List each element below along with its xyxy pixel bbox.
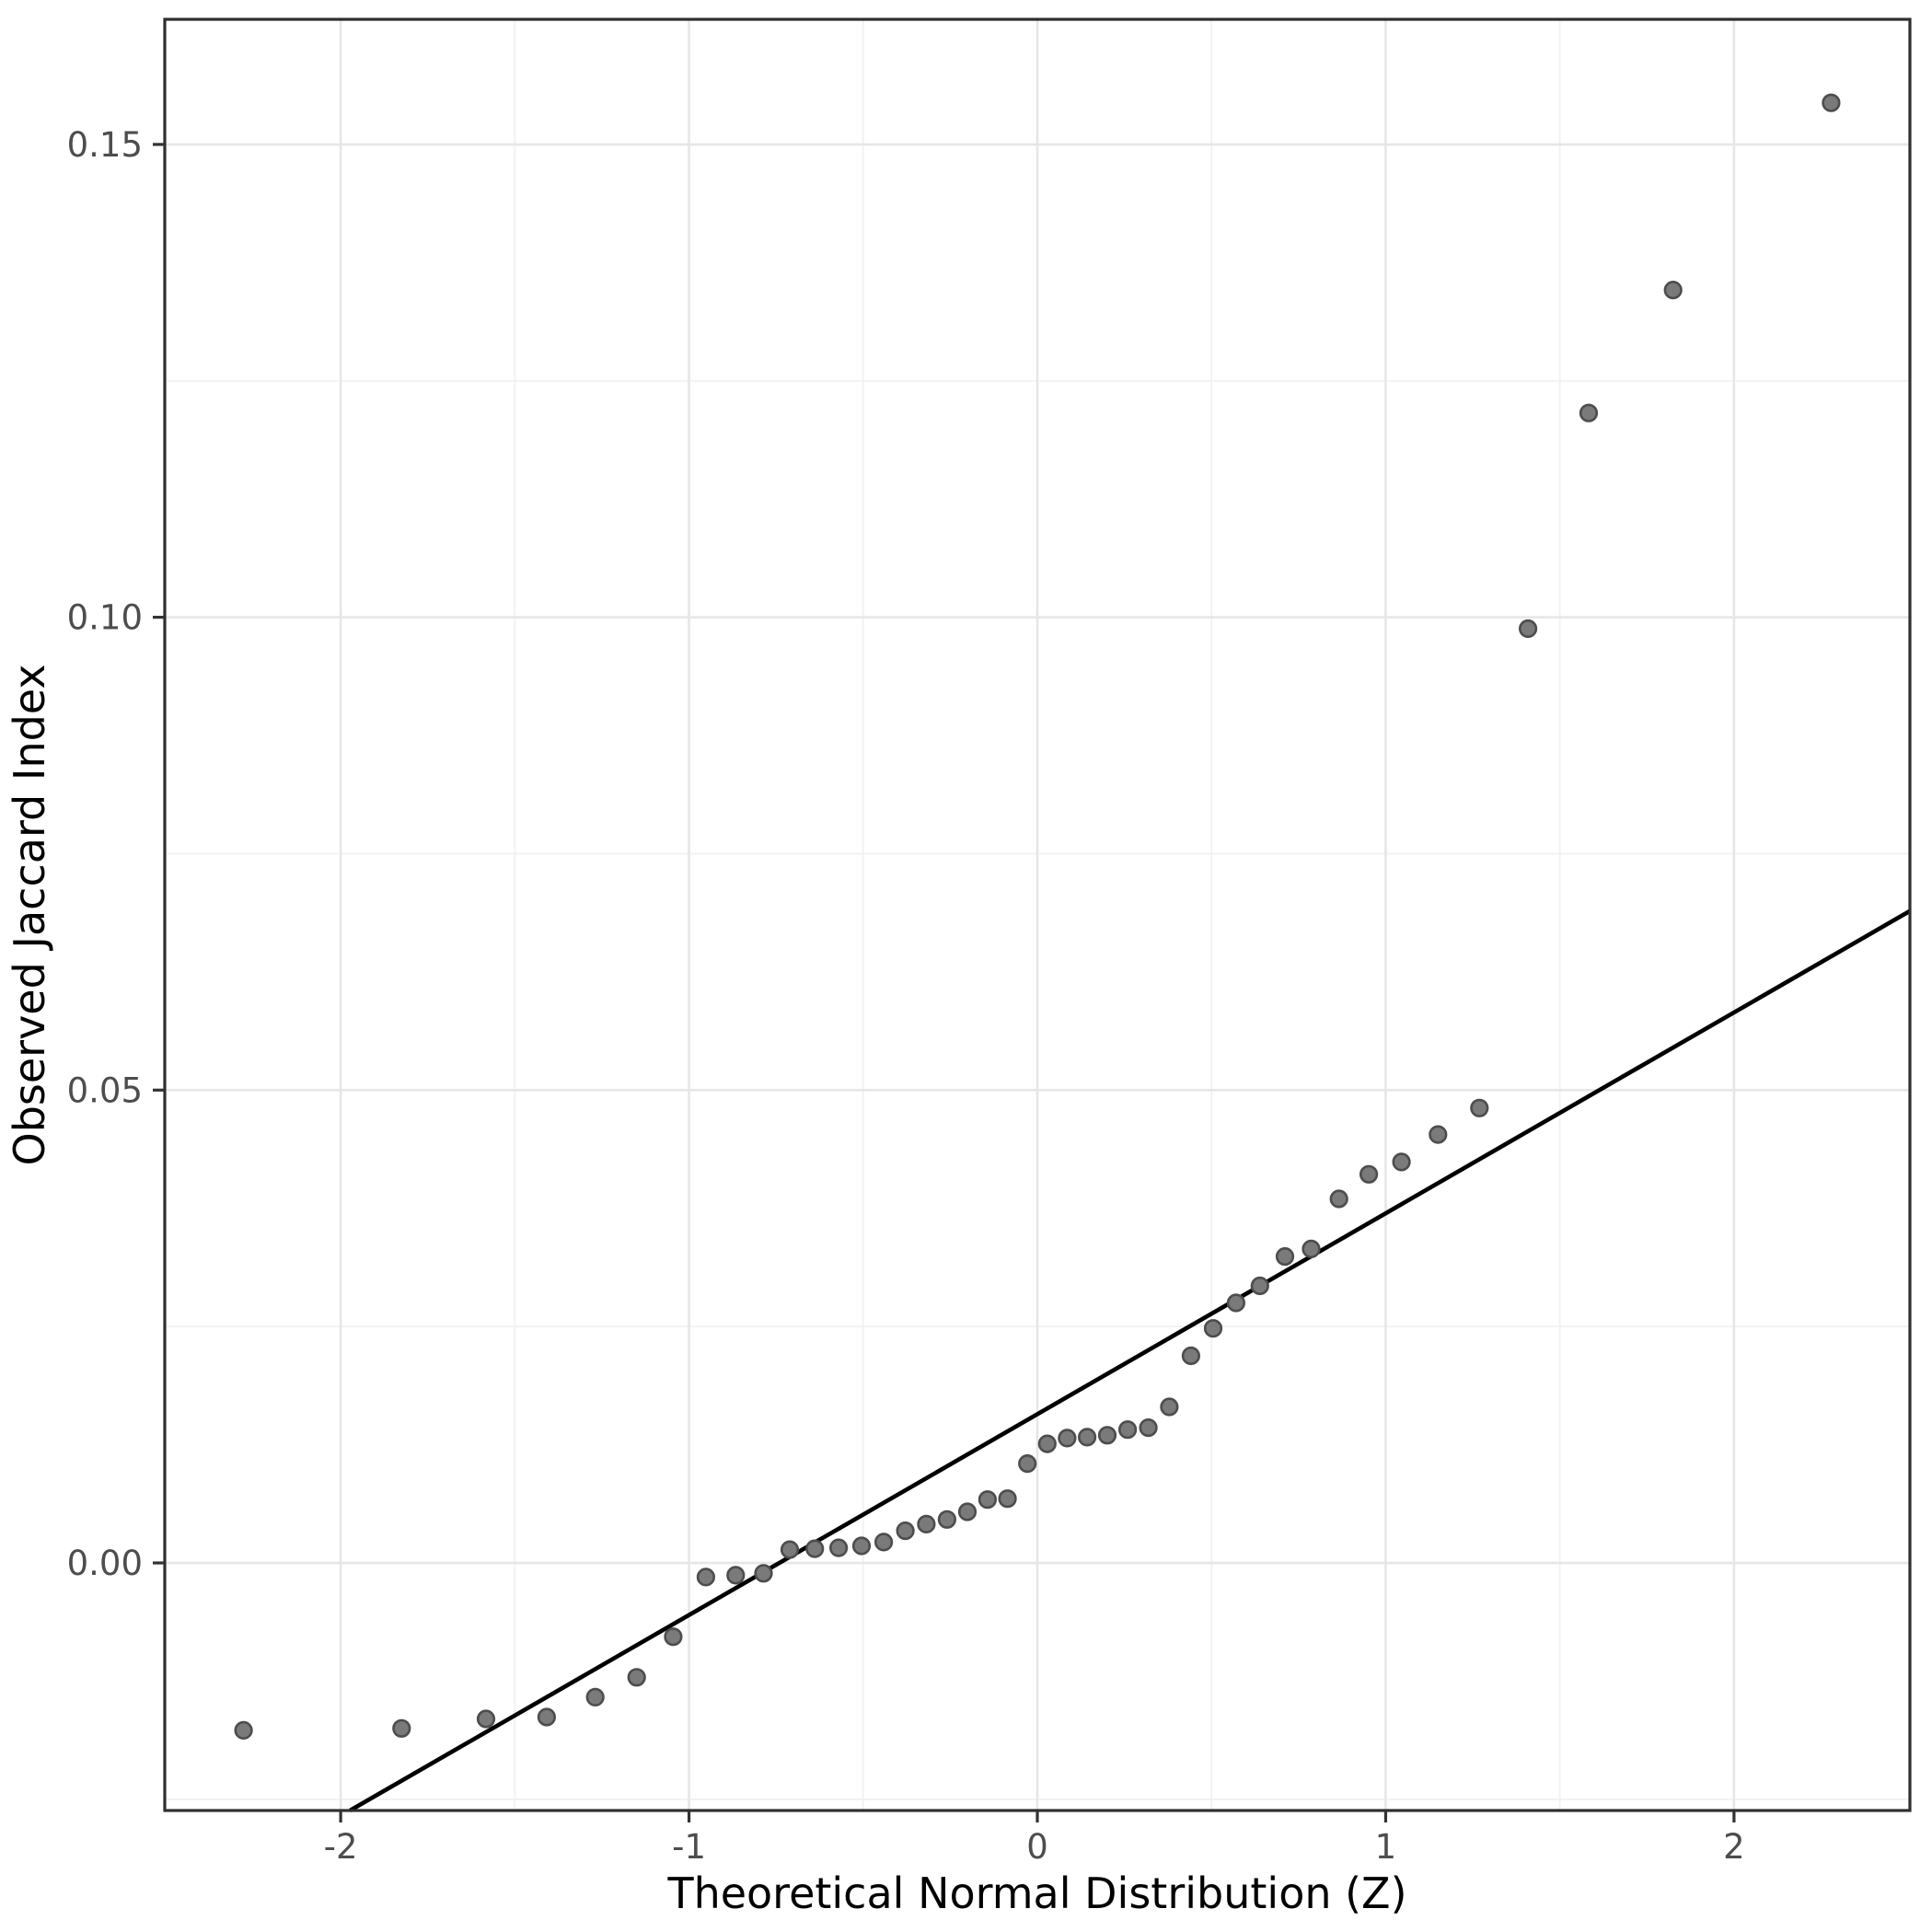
data-point [537, 1707, 557, 1727]
data-point [1392, 1152, 1411, 1172]
data-point [754, 1564, 773, 1583]
data-point [1203, 1319, 1223, 1338]
data-point [1077, 1428, 1097, 1447]
x-tick-label: -2 [324, 1827, 358, 1867]
data-point [1579, 403, 1599, 422]
x-tick-label: 0 [1026, 1827, 1048, 1867]
data-point [1301, 1239, 1321, 1258]
data-point [805, 1539, 825, 1558]
x-axis-title: Theoretical Normal Distribution (Z) [666, 1868, 1406, 1918]
data-point [1470, 1098, 1489, 1117]
data-point [1018, 1453, 1037, 1474]
data-point [917, 1514, 936, 1533]
data-point [392, 1718, 411, 1738]
y-tick-label: 0.05 [67, 1070, 143, 1110]
data-point [851, 1536, 872, 1556]
data-point [998, 1489, 1017, 1509]
data-point [1663, 281, 1683, 300]
data-point [957, 1502, 978, 1521]
data-point [1117, 1420, 1138, 1440]
data-point [780, 1540, 800, 1559]
data-point [1181, 1346, 1200, 1366]
y-tick-label: 0.15 [67, 125, 143, 165]
data-point [1139, 1417, 1158, 1438]
data-point [1822, 93, 1841, 112]
data-point [476, 1709, 496, 1729]
plot-panel [163, 17, 1912, 1812]
y-tick-label: 0.00 [67, 1544, 143, 1583]
data-point [1429, 1125, 1448, 1144]
data-point [1518, 619, 1538, 639]
data-point [896, 1521, 915, 1541]
data-point [937, 1510, 957, 1529]
data-point [585, 1687, 605, 1706]
axis-layer: -2 -1 0 1 2 0.00 0.05 0.10 0.15 [67, 125, 1745, 1867]
data-point [696, 1568, 716, 1587]
data-point [234, 1720, 253, 1740]
data-point [1058, 1429, 1077, 1448]
data-point [726, 1566, 746, 1585]
data-point [828, 1538, 849, 1557]
data-point [1250, 1276, 1269, 1296]
data-point [873, 1533, 894, 1552]
x-tick-label: -1 [672, 1827, 706, 1867]
data-point [1097, 1426, 1117, 1445]
data-point [1275, 1246, 1295, 1267]
data-point [1359, 1164, 1379, 1184]
data-point [1329, 1189, 1348, 1209]
data-point [978, 1490, 997, 1510]
data-point [1037, 1434, 1057, 1453]
x-tick-label: 1 [1375, 1827, 1397, 1867]
x-tick-label: 2 [1723, 1827, 1745, 1867]
data-point [627, 1668, 646, 1687]
data-point [1226, 1293, 1245, 1313]
y-tick-label: 0.10 [67, 598, 143, 638]
data-point [664, 1627, 683, 1647]
y-axis-title: Observed Jaccard Index [5, 664, 54, 1165]
qq-reference-line [349, 908, 1912, 1812]
data-point [1160, 1397, 1179, 1417]
